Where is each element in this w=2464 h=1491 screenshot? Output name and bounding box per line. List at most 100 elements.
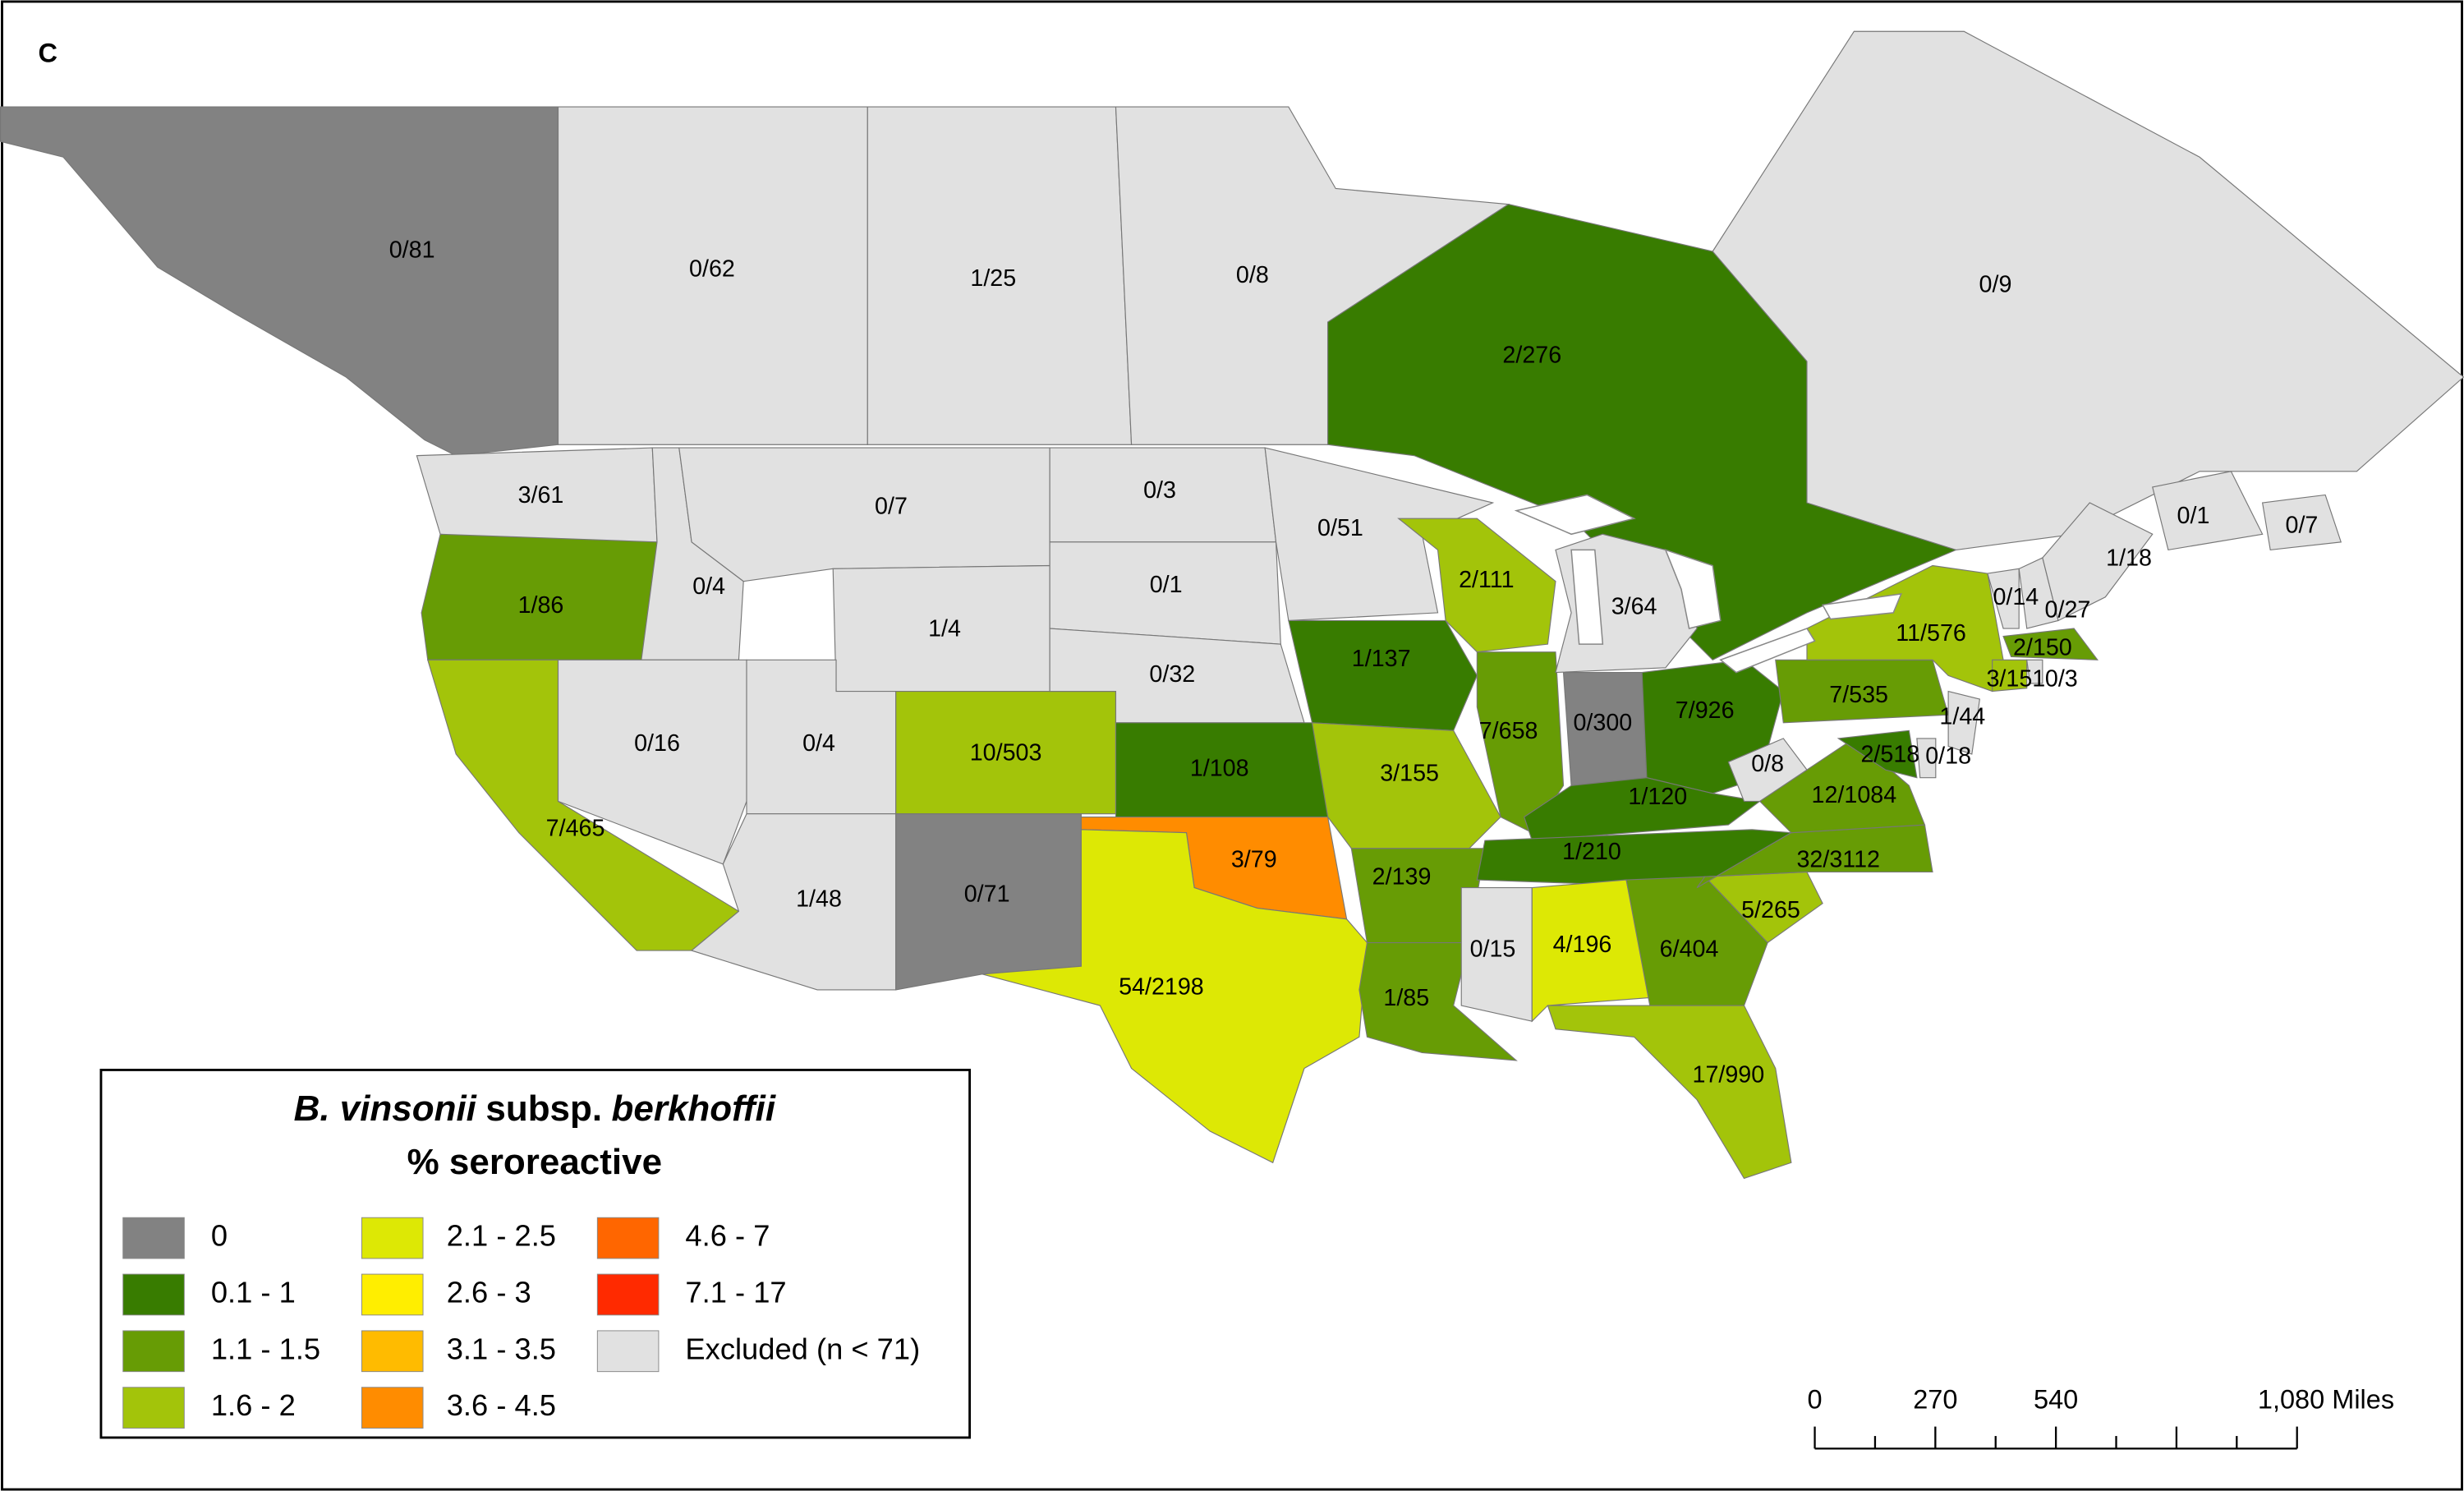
region-label: 1/85 [1383, 985, 1429, 1011]
region-label: 1/44 [1939, 704, 1985, 730]
legend-swatch [596, 1217, 660, 1259]
legend-box [99, 1069, 972, 1439]
region-label: 4/196 [1553, 932, 1612, 958]
legend-swatch [596, 1273, 660, 1316]
region-label: 2/518 [1860, 742, 1919, 768]
legend-swatch [361, 1387, 424, 1429]
lake-superior [1514, 494, 1636, 536]
scale-label: 540 [2034, 1385, 2078, 1415]
legend-swatch [122, 1273, 185, 1316]
region-label: 0/8 [1236, 262, 1269, 288]
legend-label: 3.1 - 3.5 [447, 1332, 556, 1365]
panel-label: C [38, 39, 57, 68]
region-label: 3/79 [1231, 847, 1277, 873]
legend-swatch [361, 1273, 424, 1316]
region-label: 7/465 [546, 815, 605, 841]
region-label: 7/535 [1829, 682, 1888, 708]
region-label: 0/4 [692, 573, 725, 600]
region [2261, 494, 2342, 551]
legend-label: 3.6 - 4.5 [447, 1388, 556, 1422]
region [1397, 518, 1556, 653]
region [1727, 738, 1808, 802]
legend-title: B. vinsonii subsp. berkhoffii [294, 1088, 776, 1129]
region-label: 1/108 [1190, 756, 1249, 782]
region-label: 0/7 [2286, 512, 2319, 538]
lake-erie [1719, 628, 1816, 674]
legend-subtitle: % seroreactive [407, 1142, 662, 1182]
region-label: 0/1 [1150, 572, 1183, 598]
legend-swatch [361, 1217, 424, 1259]
region [2026, 659, 2043, 684]
region-label: 17/990 [1693, 1062, 1765, 1088]
region [1288, 619, 1478, 731]
lakes [1514, 494, 1902, 674]
lake-ontario [1821, 592, 1902, 620]
legend-swatch [122, 1330, 185, 1373]
region [557, 659, 747, 865]
region-label: 10/503 [970, 740, 1042, 766]
region [1531, 879, 1651, 1023]
region-label: 0/9 [1979, 272, 2012, 298]
legend-label: 7.1 - 17 [685, 1276, 786, 1309]
region [1837, 729, 1918, 779]
region-label: 7/658 [1479, 718, 1538, 744]
region-label: 1/4 [928, 616, 961, 642]
region-label: 2/139 [1372, 864, 1432, 890]
region-label: 11/576 [1896, 620, 1966, 647]
region-label: 2/150 [2013, 634, 2072, 660]
region [2152, 471, 2264, 551]
region [1264, 447, 1495, 622]
region-label: 1/25 [970, 265, 1016, 292]
region-label: 6/404 [1660, 936, 1719, 963]
legend-label: 1.6 - 2 [211, 1388, 296, 1422]
legend: B. vinsonii subsp. berkhoffii % seroreacti… [99, 1069, 972, 1439]
region-label: 5/265 [1741, 897, 1800, 923]
region-label: 0/81 [389, 237, 435, 264]
legend-swatch [596, 1330, 660, 1373]
legend-swatch [361, 1330, 424, 1373]
region-label: 0/71 [964, 881, 1010, 908]
region [981, 829, 1368, 1164]
scale-bar: 0 270 540 1,080 Miles [1808, 1385, 2394, 1450]
region-label: 3/155 [1380, 760, 1439, 786]
region [1992, 659, 2028, 693]
region [2002, 628, 2099, 660]
region-label: 1/120 [1628, 784, 1687, 810]
legend-swatch [122, 1217, 185, 1259]
region-label: 0/4 [802, 730, 835, 757]
region-label: 0/27 [2045, 597, 2091, 624]
legend-label: 4.6 - 7 [685, 1219, 770, 1253]
region-label: 0/62 [689, 256, 735, 283]
region-label: 0/18 [1925, 743, 1971, 769]
region [2042, 502, 2154, 622]
region-label: 3/151 [1986, 666, 2045, 693]
region-label: 0/32 [1149, 661, 1195, 688]
legend-swatch [122, 1387, 185, 1429]
region-label: 0/3 [2045, 666, 2078, 693]
region-label: 54/2198 [1119, 974, 1204, 1001]
region-label: 32/3112 [1796, 847, 1880, 873]
regions: 0/81 0/62 1/25 0/8 2/276 0/9 0/1 0/7 3/61 1/86 7/4… [0, 30, 2464, 1180]
region-label: 2/111 [1459, 567, 1515, 593]
region-label: 0/51 [1317, 515, 1363, 541]
region [1947, 690, 1981, 755]
region-label: 3/61 [518, 482, 564, 509]
region-label: 0/3 [1143, 477, 1176, 504]
region [1712, 30, 2464, 550]
legend-label: 0.1 - 1 [211, 1276, 296, 1309]
region-label: 1/18 [2106, 545, 2152, 571]
region-label: 0/14 [1993, 584, 2039, 610]
legend-label: Excluded (n < 71) [685, 1332, 920, 1365]
region [1547, 1005, 1792, 1180]
legend-label: 1.1 - 1.5 [211, 1332, 320, 1365]
scale-label: 0 [1808, 1385, 1823, 1415]
lake-huron [1664, 549, 1722, 629]
region-label: 1/137 [1352, 646, 1411, 672]
region [1916, 738, 1937, 779]
region-label: 0/300 [1573, 710, 1632, 736]
region-label: 12/1084 [1812, 782, 1897, 808]
legend-label: 2.1 - 2.5 [447, 1219, 556, 1253]
region-label: 0/15 [1470, 936, 1516, 963]
